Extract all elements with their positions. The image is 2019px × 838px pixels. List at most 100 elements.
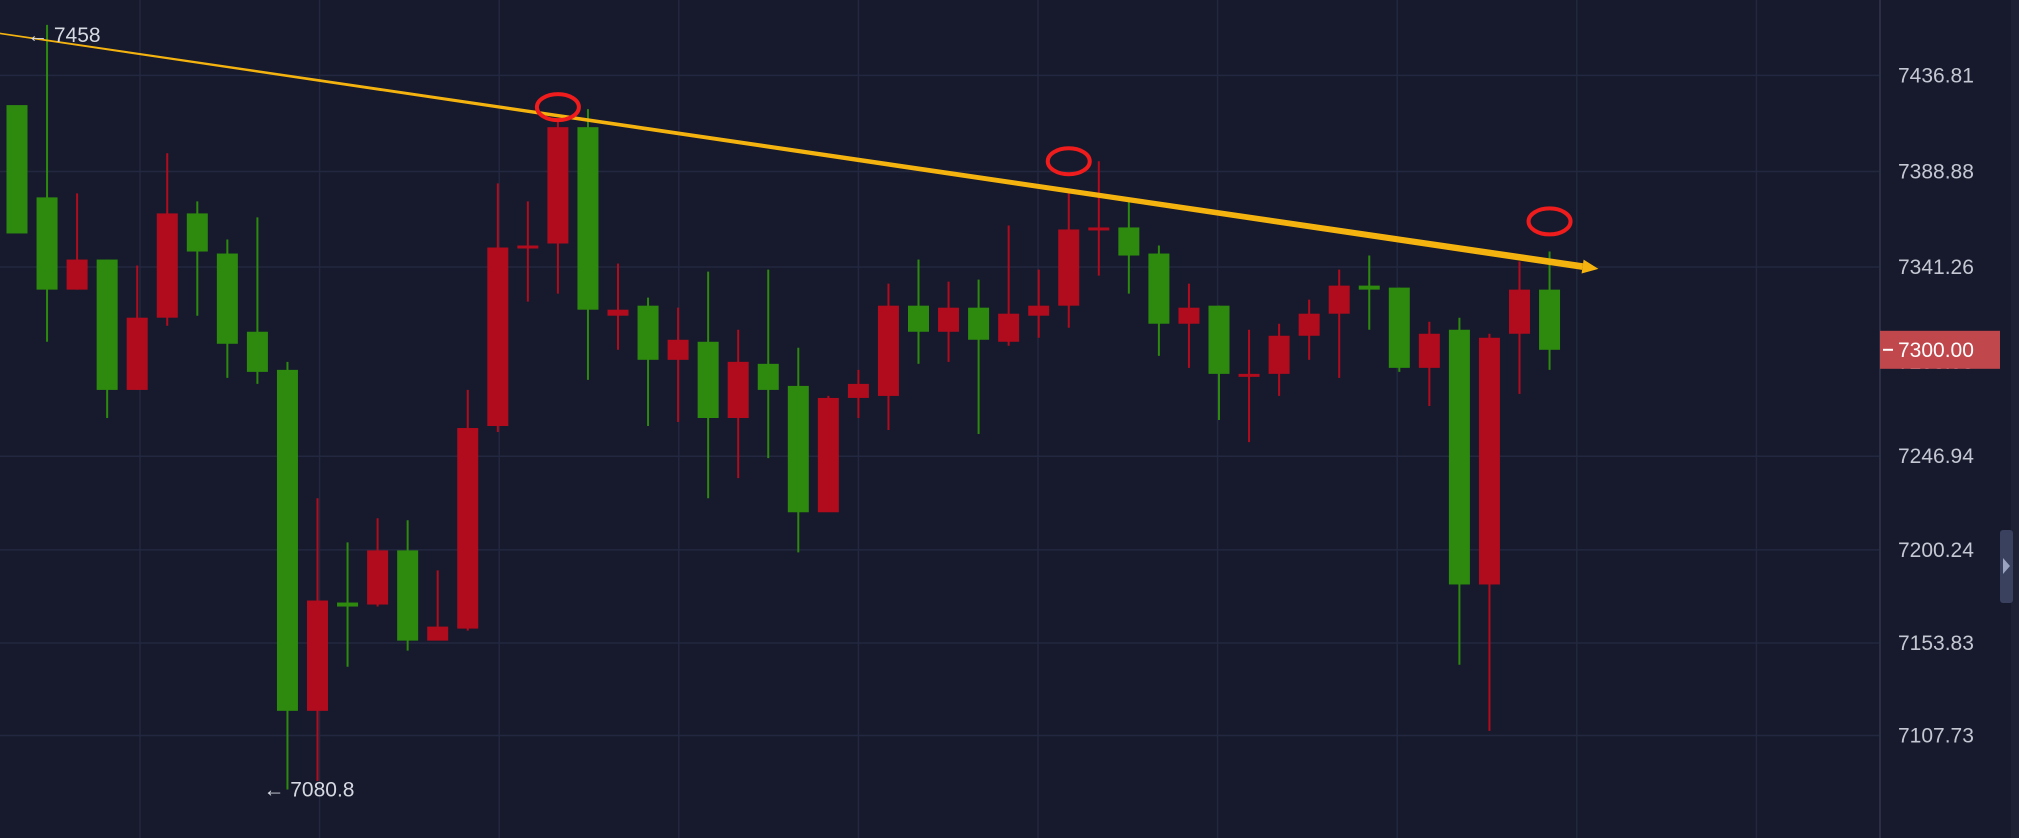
candle bbox=[487, 183, 509, 433]
trendline-layer[interactable] bbox=[0, 32, 1599, 274]
candle-body bbox=[787, 385, 809, 513]
candle-body bbox=[1298, 313, 1320, 336]
candle-body bbox=[1148, 253, 1170, 324]
extreme-labels: ← 7458 ← 7080.8 bbox=[27, 24, 354, 802]
candle bbox=[1208, 305, 1230, 421]
candle-body bbox=[697, 341, 719, 418]
candle-body bbox=[727, 361, 749, 418]
candle bbox=[66, 193, 88, 290]
candle bbox=[36, 24, 58, 342]
candle-body bbox=[908, 305, 929, 332]
candle-body bbox=[637, 305, 659, 360]
candle-body bbox=[877, 305, 899, 396]
price-axis-tick: 7341.26 bbox=[1898, 256, 1974, 279]
candle bbox=[607, 263, 629, 350]
highlight-marker bbox=[1045, 146, 1092, 177]
candle-body bbox=[1358, 285, 1380, 290]
candle-body bbox=[547, 127, 569, 244]
candle-body bbox=[847, 383, 869, 398]
candle bbox=[517, 201, 539, 302]
candle bbox=[6, 105, 28, 234]
candle-body bbox=[457, 428, 479, 629]
candle-body bbox=[667, 339, 689, 360]
candle bbox=[547, 121, 569, 294]
low-extreme-label: ← 7080.8 bbox=[263, 778, 354, 801]
candle bbox=[757, 269, 779, 459]
candle bbox=[1328, 269, 1350, 378]
candle-body bbox=[1539, 289, 1561, 350]
candle-body bbox=[1178, 307, 1200, 324]
right-edge-panel bbox=[2000, 0, 2019, 838]
candle bbox=[1238, 329, 1260, 443]
candle bbox=[637, 297, 659, 427]
candle-body bbox=[1118, 227, 1140, 256]
price-axis-tick: 7388.88 bbox=[1898, 161, 1974, 184]
candle-body bbox=[487, 247, 509, 427]
candle-body bbox=[1418, 333, 1440, 368]
candle bbox=[337, 542, 359, 667]
candle bbox=[1118, 201, 1140, 294]
candle bbox=[998, 225, 1020, 346]
candle bbox=[367, 518, 389, 607]
candle bbox=[817, 395, 839, 513]
price-axis-tick: 7153.83 bbox=[1898, 632, 1974, 655]
candle bbox=[246, 217, 268, 384]
high-extreme-label: ← 7458 bbox=[27, 24, 101, 47]
candle bbox=[96, 259, 118, 418]
candle-body bbox=[1509, 289, 1530, 334]
candle-body bbox=[1328, 285, 1350, 314]
price-axis[interactable]: 7293.95 7436.817388.887341.267246.947200… bbox=[1879, 0, 2000, 838]
price-axis-tick: 7200.24 bbox=[1898, 539, 1974, 562]
candle bbox=[877, 283, 899, 431]
highlight-marker bbox=[534, 92, 581, 123]
candle-body bbox=[6, 105, 28, 234]
chevron-right-icon bbox=[2003, 558, 2010, 574]
highlight-markers bbox=[534, 92, 1573, 237]
candle bbox=[1388, 287, 1410, 372]
candle-body bbox=[427, 626, 449, 641]
candle bbox=[1358, 255, 1380, 330]
candle bbox=[1298, 299, 1320, 360]
candle-body bbox=[938, 307, 960, 332]
candle-body bbox=[1028, 305, 1050, 316]
candle bbox=[276, 361, 298, 790]
candle-body bbox=[397, 550, 419, 641]
candle bbox=[216, 239, 238, 378]
candle bbox=[1148, 245, 1170, 356]
candle-body bbox=[36, 197, 58, 290]
candle bbox=[427, 570, 449, 641]
price-axis-tick: 7107.73 bbox=[1898, 724, 1974, 747]
candle bbox=[156, 153, 178, 326]
candle-body bbox=[216, 253, 238, 344]
price-axis-tick: 7246.94 bbox=[1898, 445, 1974, 468]
candle bbox=[1058, 189, 1080, 328]
candle-body bbox=[517, 245, 539, 249]
candle bbox=[397, 520, 419, 651]
candle bbox=[667, 307, 689, 423]
candle-body bbox=[246, 331, 268, 372]
candle-body bbox=[337, 602, 359, 607]
candle-body bbox=[607, 309, 629, 316]
candle bbox=[697, 271, 719, 499]
right-edge-strip bbox=[2011, 0, 2019, 838]
candle bbox=[908, 259, 929, 364]
candle bbox=[968, 279, 990, 435]
candle-body bbox=[276, 369, 298, 711]
candle bbox=[847, 369, 869, 418]
candle bbox=[787, 347, 809, 553]
candle-body bbox=[156, 213, 178, 318]
candle-body bbox=[998, 313, 1020, 342]
candle-body bbox=[757, 363, 779, 390]
candle-body bbox=[96, 259, 118, 390]
candle-body bbox=[1388, 287, 1410, 368]
candle bbox=[1539, 251, 1561, 370]
candle-body bbox=[577, 127, 599, 310]
candle-body bbox=[1268, 335, 1290, 374]
candle bbox=[186, 201, 208, 316]
candle bbox=[1448, 317, 1470, 665]
price-axis-tick: 7436.81 bbox=[1898, 64, 1974, 87]
candle bbox=[727, 329, 749, 479]
candle bbox=[457, 389, 479, 631]
